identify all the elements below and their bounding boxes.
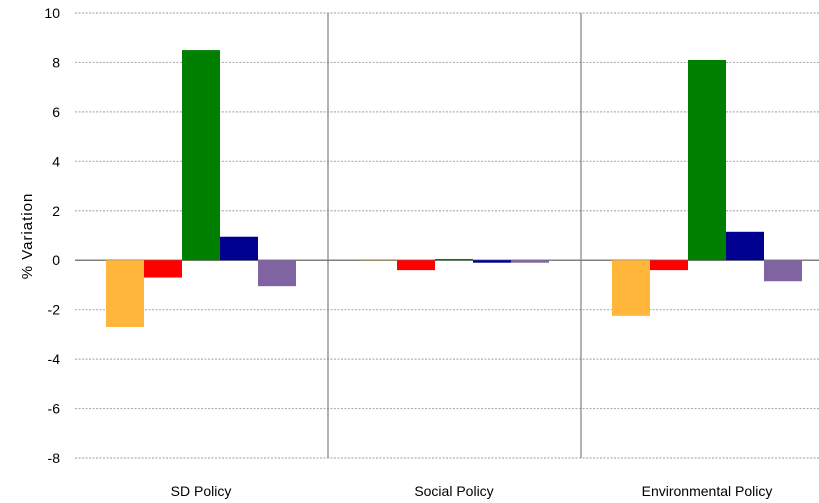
bar xyxy=(688,59,726,261)
y-axis-title: % Variation xyxy=(19,193,36,280)
bar xyxy=(397,260,435,271)
bars xyxy=(106,50,802,327)
y-tick-label: 8 xyxy=(52,54,60,70)
bar xyxy=(726,231,764,261)
bar xyxy=(435,258,473,261)
bar xyxy=(511,260,549,263)
bar xyxy=(612,260,650,316)
y-tick-label: 4 xyxy=(52,153,60,169)
category-label: SD Policy xyxy=(171,483,232,499)
y-tick-labels: 10 8 6 4 2 0 -2 -4 -6 -8 xyxy=(44,5,60,466)
y-tick-label: 6 xyxy=(52,104,60,120)
bar xyxy=(473,260,511,263)
bar xyxy=(182,50,220,261)
bar xyxy=(220,236,258,261)
bar xyxy=(144,260,182,278)
category-label: Social Policy xyxy=(414,483,493,499)
category-label: Environmental Policy xyxy=(642,483,773,499)
y-tick-label: 10 xyxy=(44,5,60,21)
bar xyxy=(359,258,397,261)
y-tick-label: -6 xyxy=(48,401,61,417)
category-labels: SD Policy Social Policy Environmental Poli… xyxy=(171,483,773,499)
category-dividers xyxy=(327,13,582,458)
y-tick-label: -4 xyxy=(48,351,61,367)
bar xyxy=(764,260,802,282)
y-tick-label: 0 xyxy=(52,252,60,268)
bar xyxy=(258,260,296,287)
y-tick-label: -2 xyxy=(48,302,61,318)
bar xyxy=(106,260,144,327)
y-tick-label: -8 xyxy=(48,450,61,466)
bar xyxy=(650,260,688,271)
y-tick-label: 2 xyxy=(52,203,60,219)
